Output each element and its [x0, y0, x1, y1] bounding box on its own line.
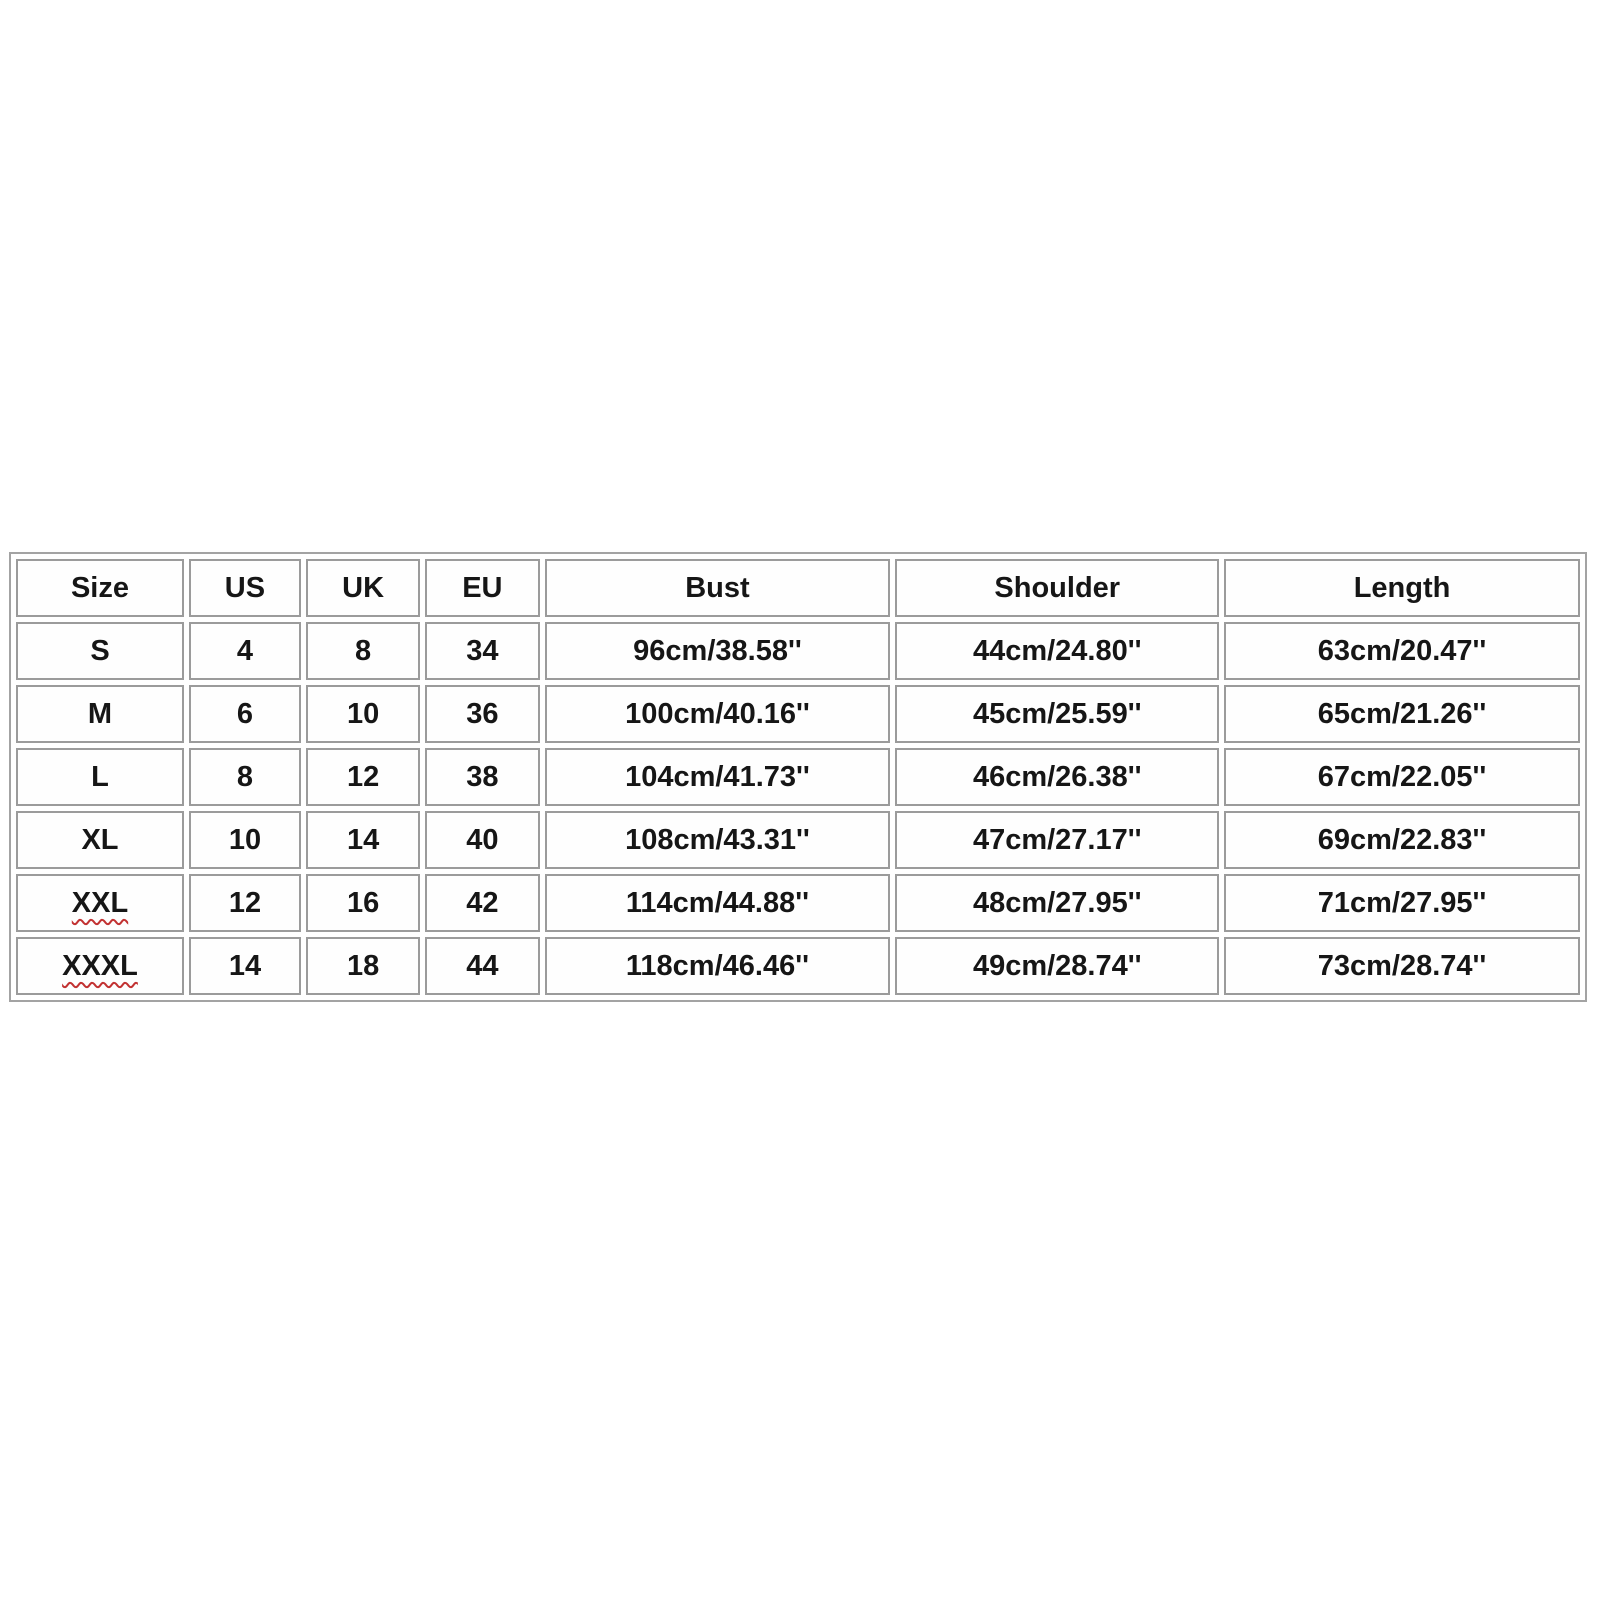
cell-size: M	[16, 685, 184, 743]
size-cell-label: M	[87, 697, 113, 730]
header-eu: EU	[425, 559, 540, 617]
header-shoulder: Shoulder	[895, 559, 1220, 617]
cell-uk: 16	[305, 874, 421, 932]
cell-size: XXXL	[16, 937, 184, 995]
cell-bust: 96cm/38.58''	[544, 622, 891, 680]
cell-us: 8	[188, 748, 301, 806]
cell-bust: 100cm/40.16''	[544, 685, 891, 743]
cell-us: 6	[188, 685, 301, 743]
cell-us: 10	[188, 811, 301, 869]
cell-uk: 8	[305, 622, 421, 680]
size-cell-label: L	[91, 760, 109, 793]
header-length: Length	[1224, 559, 1580, 617]
cell-length: 63cm/20.47''	[1224, 622, 1580, 680]
cell-uk: 12	[305, 748, 421, 806]
cell-eu: 36	[425, 685, 540, 743]
size-cell-label: S	[90, 634, 110, 667]
cell-size: S	[16, 622, 184, 680]
table-row: L 8 12 38 104cm/41.73'' 46cm/26.38'' 67c…	[16, 748, 1580, 806]
cell-eu: 42	[425, 874, 540, 932]
cell-us: 14	[188, 937, 301, 995]
header-uk: UK	[305, 559, 421, 617]
cell-length: 71cm/27.95''	[1224, 874, 1580, 932]
size-chart-table: Size US UK EU Bust Shoulder Length S 4 8…	[9, 552, 1587, 1002]
size-chart: Size US UK EU Bust Shoulder Length S 4 8…	[9, 552, 1589, 1002]
size-cell-label: XXL	[71, 886, 129, 919]
cell-bust: 114cm/44.88''	[544, 874, 891, 932]
table-row: XXXL 14 18 44 118cm/46.46'' 49cm/28.74''…	[16, 937, 1580, 995]
size-cell-label: XXXL	[62, 949, 138, 982]
table-row: M 6 10 36 100cm/40.16'' 45cm/25.59'' 65c…	[16, 685, 1580, 743]
cell-size: L	[16, 748, 184, 806]
cell-uk: 14	[305, 811, 421, 869]
cell-us: 4	[188, 622, 301, 680]
cell-shoulder: 45cm/25.59''	[895, 685, 1220, 743]
cell-shoulder: 47cm/27.17''	[895, 811, 1220, 869]
cell-us: 12	[188, 874, 301, 932]
cell-eu: 44	[425, 937, 540, 995]
cell-uk: 18	[305, 937, 421, 995]
cell-eu: 40	[425, 811, 540, 869]
cell-eu: 34	[425, 622, 540, 680]
cell-bust: 118cm/46.46''	[544, 937, 891, 995]
table-row: S 4 8 34 96cm/38.58'' 44cm/24.80'' 63cm/…	[16, 622, 1580, 680]
cell-size: XXL	[16, 874, 184, 932]
cell-shoulder: 49cm/28.74''	[895, 937, 1220, 995]
cell-eu: 38	[425, 748, 540, 806]
cell-shoulder: 44cm/24.80''	[895, 622, 1220, 680]
cell-bust: 104cm/41.73''	[544, 748, 891, 806]
table-row: XL 10 14 40 108cm/43.31'' 47cm/27.17'' 6…	[16, 811, 1580, 869]
header-bust: Bust	[544, 559, 891, 617]
cell-length: 73cm/28.74''	[1224, 937, 1580, 995]
cell-length: 67cm/22.05''	[1224, 748, 1580, 806]
header-size: Size	[16, 559, 184, 617]
cell-shoulder: 46cm/26.38''	[895, 748, 1220, 806]
table-row: XXL 12 16 42 114cm/44.88'' 48cm/27.95'' …	[16, 874, 1580, 932]
cell-bust: 108cm/43.31''	[544, 811, 891, 869]
size-cell-label: XL	[81, 823, 119, 856]
cell-size: XL	[16, 811, 184, 869]
cell-length: 69cm/22.83''	[1224, 811, 1580, 869]
header-us: US	[188, 559, 301, 617]
header-row: Size US UK EU Bust Shoulder Length	[16, 559, 1580, 617]
cell-shoulder: 48cm/27.95''	[895, 874, 1220, 932]
cell-length: 65cm/21.26''	[1224, 685, 1580, 743]
cell-uk: 10	[305, 685, 421, 743]
